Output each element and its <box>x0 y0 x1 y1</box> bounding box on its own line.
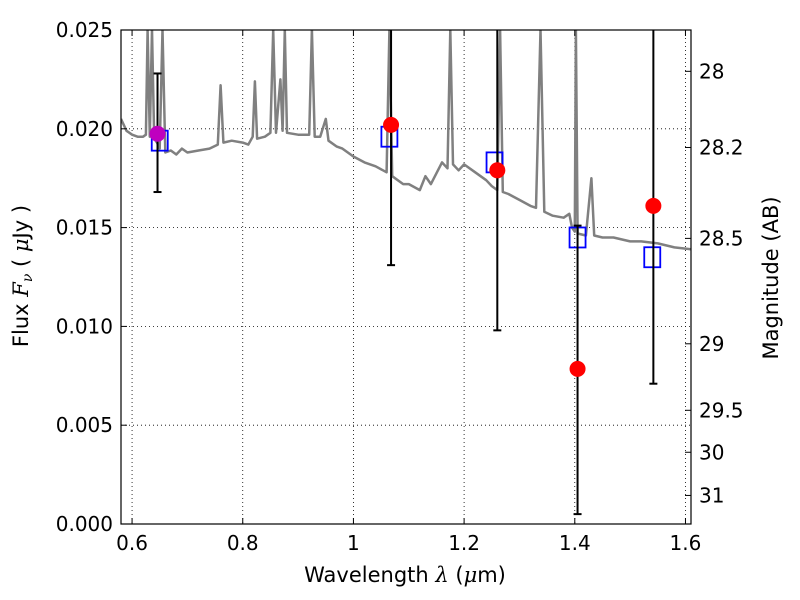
observed-data-point <box>383 116 400 133</box>
y-axis-label: Flux Fν ( μJy ) <box>9 205 36 347</box>
x-tick-label: 1.6 <box>670 531 702 555</box>
y2-tick-label: 28 <box>699 59 724 83</box>
plot-frame <box>120 29 692 525</box>
observed-data-point <box>489 162 506 179</box>
x-tick-label: 0.8 <box>227 531 259 555</box>
y-tick-label: 0.000 <box>56 512 113 536</box>
axis-ticks: 0.6 0.8 1 1.2 1.4 1.6 0.000 0.005 0.010 0.015 0.02… <box>56 18 744 555</box>
y-tick-label: 0.005 <box>56 413 113 437</box>
y2-tick-label: 31 <box>699 483 724 507</box>
model-spectrum-line <box>121 30 691 251</box>
x-tick-label: 0.6 <box>116 531 148 555</box>
y2-tick-label: 28.5 <box>699 226 744 250</box>
synthetic-flux-square <box>643 246 662 269</box>
plot-content <box>121 30 691 516</box>
y-tick-label: 0.025 <box>56 18 113 42</box>
y2-tick-label: 30 <box>699 440 724 464</box>
x-tick-label: 1.4 <box>559 531 591 555</box>
y2-tick-label: 28.2 <box>699 135 744 159</box>
observed-data-point <box>569 360 586 377</box>
x-axis-label: Wavelength λ (μm) <box>304 563 506 587</box>
y2-tick-label: 29.5 <box>699 398 744 422</box>
x-tick-label: 1.2 <box>448 531 480 555</box>
highlighted-data-point <box>149 125 166 142</box>
y2-axis-label: Magnitude (AB) <box>759 196 783 359</box>
observed-data-point <box>645 197 662 214</box>
y2-tick-label: 29 <box>699 332 724 356</box>
x-tick-label: 1 <box>347 531 360 555</box>
y-tick-label: 0.010 <box>56 314 113 338</box>
y-tick-label: 0.020 <box>56 117 113 141</box>
y-tick-label: 0.015 <box>56 216 113 240</box>
